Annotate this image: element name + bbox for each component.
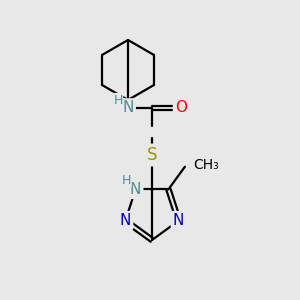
Text: N: N xyxy=(122,100,134,116)
Text: N: N xyxy=(173,213,184,228)
Text: S: S xyxy=(147,146,157,164)
Text: N: N xyxy=(130,182,141,197)
Text: O: O xyxy=(175,100,187,116)
Text: H: H xyxy=(122,174,131,187)
Text: N: N xyxy=(120,213,131,228)
Text: H: H xyxy=(113,94,123,106)
Text: CH₃: CH₃ xyxy=(193,158,219,172)
